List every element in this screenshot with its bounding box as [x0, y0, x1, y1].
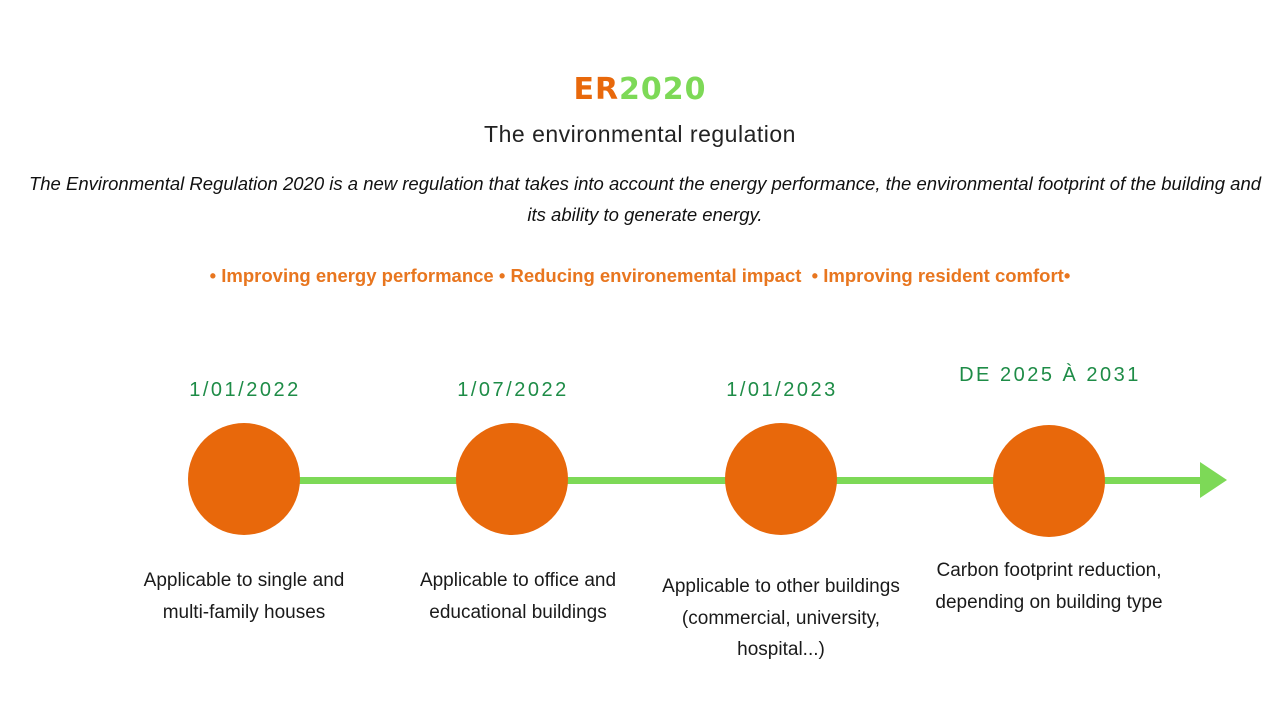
milestone-caption: Applicable to office and educational bui…: [419, 570, 617, 623]
milestone-dot: [725, 423, 837, 535]
title-year: 2020: [619, 72, 707, 107]
milestone-dot: [456, 423, 568, 535]
subtitle: The environmental regulation: [484, 121, 796, 147]
milestone-date: 1/01/2023: [726, 379, 838, 401]
milestone-dot: [188, 423, 300, 535]
milestone-date: DE 2025 À 2031: [959, 364, 1141, 386]
title-er: ER: [573, 72, 620, 107]
milestone-dot: [993, 425, 1105, 537]
goals-line: • Improving energy performance • Reducin…: [209, 265, 1071, 286]
milestone-date: 1/07/2022: [457, 379, 569, 401]
page-title: ER2020: [0, 70, 1280, 110]
description: The Environmental Regulation 2020 is a n…: [28, 173, 1262, 225]
arrow-right-icon: [1200, 462, 1227, 498]
milestone-caption: Applicable to single and multi-family ho…: [143, 570, 345, 623]
milestone-caption: Carbon footprint reduction, depending on…: [935, 560, 1163, 613]
milestone-date: 1/01/2022: [189, 379, 301, 401]
milestone-caption: Applicable to other buildings (commercia…: [662, 576, 900, 660]
